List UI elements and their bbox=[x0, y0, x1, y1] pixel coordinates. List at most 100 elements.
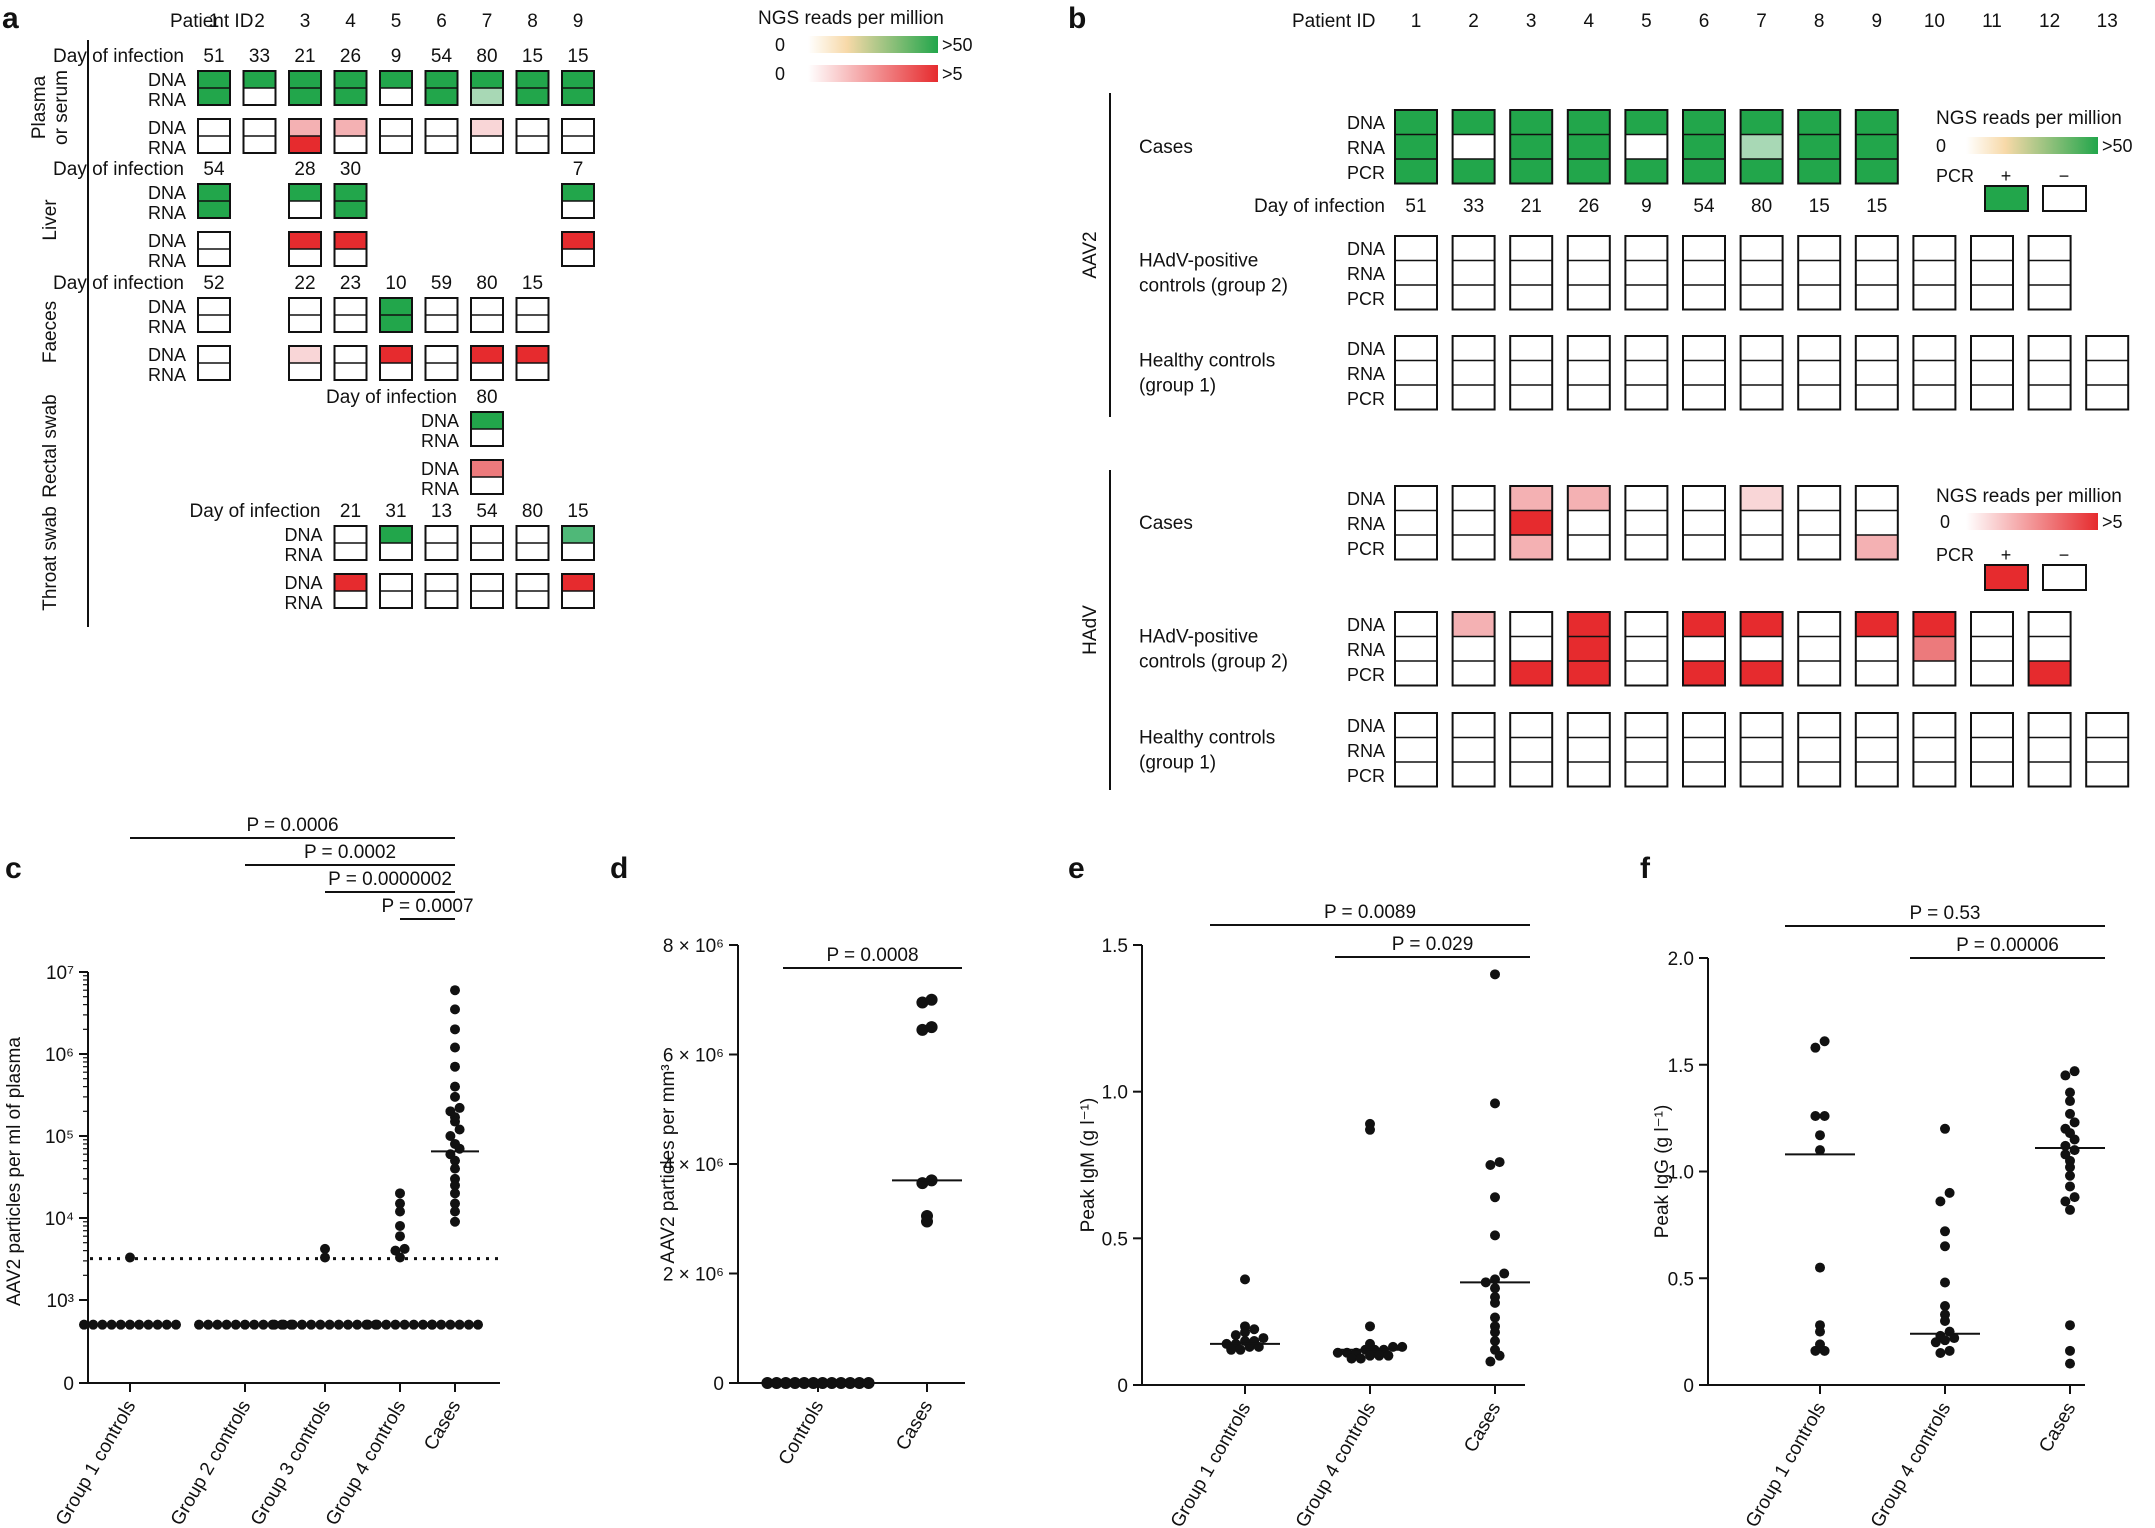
chart-c-point bbox=[221, 1319, 232, 1330]
panel-a-cell-aav2-dna bbox=[516, 526, 549, 543]
panel-a-cell-hadv-dna bbox=[562, 119, 594, 136]
panel-b-cell-pcr bbox=[1683, 762, 1725, 787]
panel-b-cell-pcr bbox=[1395, 159, 1437, 184]
chart-c-point bbox=[240, 1319, 250, 1330]
panel-b-cell-dna bbox=[1855, 713, 1898, 738]
chart-c-point bbox=[125, 1319, 135, 1330]
chart-f-point bbox=[2065, 1108, 2075, 1119]
chart-f-y-tick-label: 0 bbox=[1683, 1376, 1694, 1397]
chart-f-point bbox=[2065, 1087, 2075, 1098]
panel-a-cell-hadv-rna bbox=[334, 363, 367, 380]
panel-b-cell-border bbox=[2027, 712, 2072, 788]
panel-b-cell-rna bbox=[2028, 260, 2071, 285]
panel-a-row-label-dna: DNA bbox=[148, 231, 186, 251]
panel-b-cell-rna bbox=[1740, 636, 1783, 661]
panel-a-row-label-rna: RNA bbox=[284, 593, 322, 613]
panel-b-legend-green-title: NGS reads per million bbox=[1936, 108, 2122, 129]
panel-b-block-aav2: AAV2 Cases DNA RNA PCR Day of infection 51 33 21… bbox=[1080, 93, 2130, 417]
panel-b-cell-border bbox=[1739, 485, 1784, 561]
panel-a-day-label: Day of infection bbox=[53, 46, 184, 67]
panel-a-cell-hadv-rna bbox=[425, 363, 458, 380]
chart-f-point bbox=[1940, 1301, 1950, 1312]
chart-d-point bbox=[862, 1377, 875, 1389]
panel-a-cell-aav2-dna bbox=[380, 71, 412, 88]
panel-b-cell-dna bbox=[1452, 713, 1495, 738]
panel-a-cell-hadv-rna bbox=[471, 477, 503, 494]
chart-c-point bbox=[152, 1319, 163, 1330]
chart-d-y-tick-label: 0 bbox=[713, 1374, 724, 1395]
panel-b-cell-pcr bbox=[1452, 661, 1495, 686]
panel-a-day-label: Day of infection bbox=[53, 159, 184, 180]
panel-b-cell-dna bbox=[1625, 713, 1668, 738]
panel-b-cell-dna bbox=[1567, 336, 1610, 361]
chart-f-point bbox=[1940, 1277, 1950, 1288]
panel-a-cell-aav2-dna bbox=[562, 71, 594, 88]
panel-b-group: HAdV-positive controls (group 2) DNA RNA PCR bbox=[1139, 611, 2072, 687]
chart-d: d 0 2 × 10⁶ 4 × 10⁶ 6 × 10⁶ 8 × 10⁶ AAV2 parti… bbox=[610, 852, 965, 1469]
panel-b-row-label: RNA bbox=[1347, 741, 1385, 761]
panel-a-row-label-dna: DNA bbox=[284, 573, 322, 593]
chart-c-point bbox=[450, 1216, 460, 1227]
chart-f-point bbox=[1944, 1345, 1955, 1356]
panel-b-legend-green-max: >50 bbox=[2102, 136, 2133, 156]
chart-f-point bbox=[2069, 1134, 2080, 1145]
chart-c-point bbox=[352, 1319, 363, 1330]
panel-b-cell-dna bbox=[1625, 236, 1668, 261]
panel-b-cell-dna bbox=[1798, 336, 1841, 361]
panel-b-cell-dna bbox=[1510, 236, 1553, 261]
panel-a-cell-hadv-rna bbox=[380, 363, 412, 380]
panel-a-patient-id: 9 bbox=[573, 11, 584, 32]
panel-b-cell-dna bbox=[1395, 713, 1437, 738]
panel-b-cell-pcr bbox=[1510, 159, 1553, 184]
panel-b-cell-dna bbox=[1855, 612, 1898, 637]
panel-a-day-value: 30 bbox=[340, 159, 361, 180]
panel-a-cell-aav2-dna bbox=[562, 184, 594, 201]
panel-a-cell-aav2-dna bbox=[471, 412, 503, 429]
panel-b-cell-border bbox=[1912, 712, 1957, 788]
panel-b-cell-border bbox=[1451, 485, 1496, 561]
chart-e-point bbox=[1258, 1333, 1269, 1344]
panel-b-cell-pcr bbox=[1798, 661, 1841, 686]
panel-a-day-value: 51 bbox=[203, 46, 224, 67]
chart-d-point bbox=[925, 993, 938, 1006]
panel-b-cell-border bbox=[1624, 712, 1669, 788]
panel-a-cell-aav2-rna bbox=[471, 543, 503, 560]
chart-d-y-tick-label: 4 × 10⁶ bbox=[663, 1155, 724, 1176]
chart-e-point bbox=[1230, 1330, 1241, 1341]
panel-a-cell-hadv-rna bbox=[562, 136, 594, 153]
chart-e-p-value: P = 0.0089 bbox=[1324, 902, 1416, 923]
panel-b-cell-border bbox=[2027, 611, 2072, 687]
chart-e-point bbox=[1249, 1324, 1260, 1335]
chart-f-point bbox=[1935, 1196, 1946, 1207]
panel-b-cell-rna bbox=[1971, 737, 2013, 762]
panel-b-cell-dna bbox=[1625, 612, 1668, 637]
panel-b-cell-rna bbox=[1855, 737, 1898, 762]
panel-b-cell-dna bbox=[1395, 236, 1437, 261]
chart-c-p-value: P = 0.0000002 bbox=[328, 869, 452, 890]
panel-a-day-value: 21 bbox=[294, 46, 315, 67]
panel-a-cell-aav2-dna bbox=[562, 526, 594, 543]
panel-a-cell-aav2-rna bbox=[334, 201, 367, 218]
panel-b-legend-minus-aav2: − bbox=[2059, 166, 2070, 186]
panel-b-patient-id: 10 bbox=[1924, 11, 1945, 32]
panel-b-legend-plus-hadv: + bbox=[2001, 545, 2012, 565]
panel-b-cell-rna bbox=[2028, 636, 2071, 661]
chart-f-y-tick-label: 1.0 bbox=[1668, 1163, 1694, 1184]
chart-f-point bbox=[2069, 1192, 2080, 1203]
panel-b-cell-pcr bbox=[1740, 661, 1783, 686]
panel-b-cell-rna bbox=[1625, 636, 1668, 661]
panel-b-cell-pcr bbox=[1740, 762, 1783, 787]
panel-b-letter: b bbox=[1068, 2, 1086, 35]
panel-b-cell-dna bbox=[1510, 110, 1553, 135]
panel-a-cell-aav2-rna bbox=[334, 543, 367, 560]
chart-f-point bbox=[1940, 1123, 1950, 1134]
panel-b-cell-pcr bbox=[1683, 661, 1725, 686]
panel-a-cell-hadv-dna bbox=[289, 232, 321, 249]
panel-b-cell-border bbox=[1739, 335, 1784, 411]
panel-b-cell-dna bbox=[1971, 713, 2013, 738]
panel-a-cell-aav2-dna bbox=[198, 184, 230, 201]
panel-a-legend-red-min: 0 bbox=[775, 64, 785, 84]
panel-b-cell-pcr bbox=[1567, 535, 1610, 560]
panel-b-cell-rna bbox=[2028, 360, 2071, 385]
panel-a-day-value: 15 bbox=[567, 501, 588, 522]
